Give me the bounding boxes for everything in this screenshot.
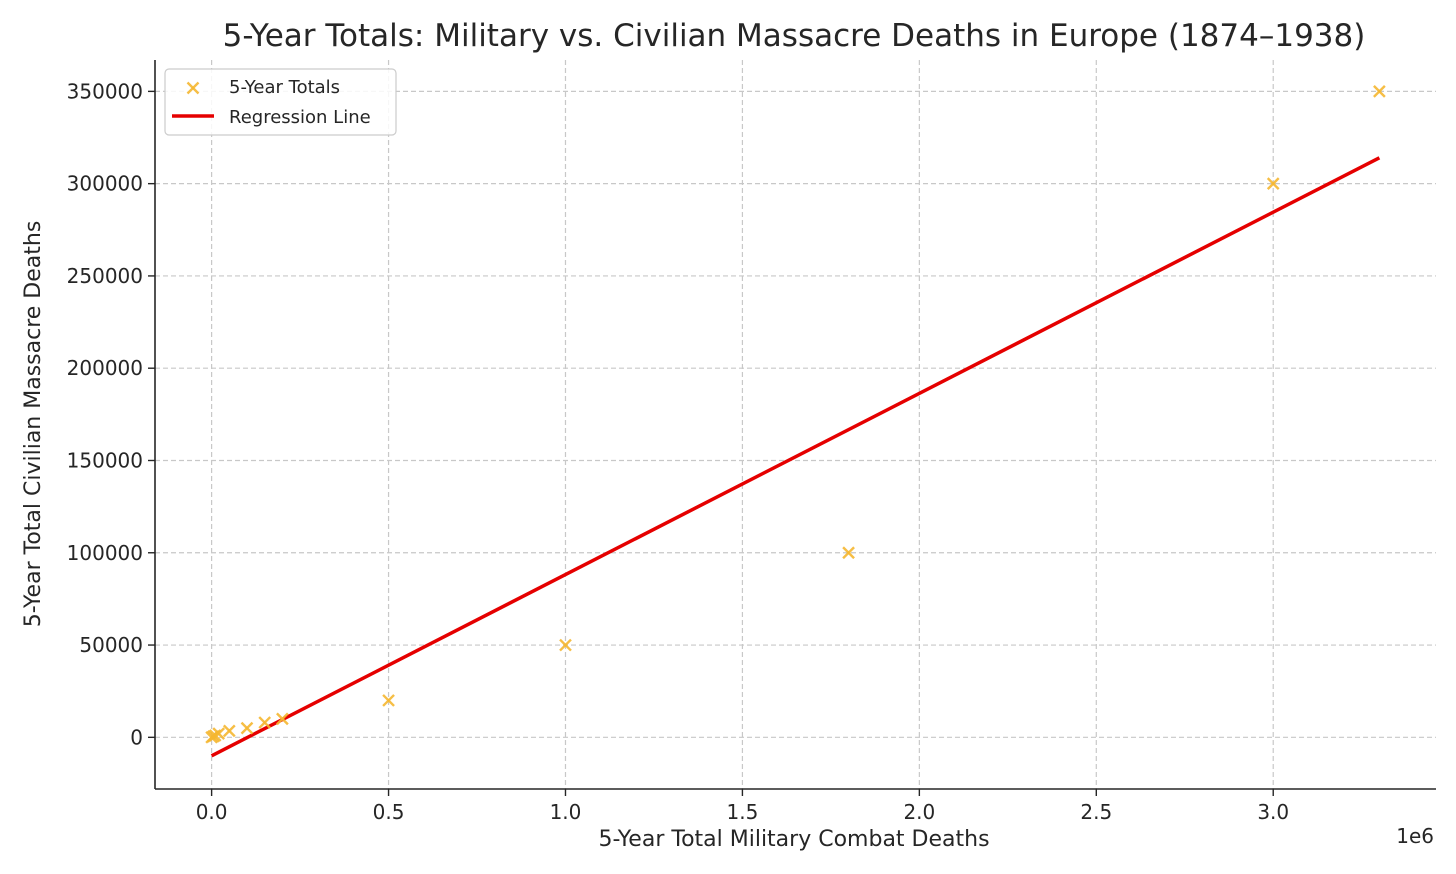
x-axis-label: 5-Year Total Military Combat Deaths — [598, 827, 989, 852]
x-tick-label: 1.5 — [727, 800, 759, 824]
legend-label-regression: Regression Line — [229, 107, 371, 128]
data-point — [212, 727, 226, 740]
y-axis-label: 5-Year Total Civilian Massacre Deaths — [21, 221, 46, 628]
y-tick-label: 50000 — [79, 633, 143, 657]
y-tick-label: 200000 — [67, 356, 143, 380]
data-point — [1266, 177, 1280, 191]
legend: 5-Year Totals Regression Line — [164, 68, 397, 136]
x-tick-label: 3.0 — [1257, 800, 1289, 824]
y-tick-label: 350000 — [67, 79, 143, 103]
x-tick-label: 0.0 — [196, 800, 228, 824]
chart-title: 5-Year Totals: Military vs. Civilian Mas… — [223, 18, 1366, 54]
y-tick-label: 150000 — [67, 448, 143, 472]
data-point — [222, 724, 236, 738]
legend-x-marker — [186, 81, 200, 95]
plot-area — [205, 85, 1386, 758]
x-tick-label: 2.5 — [1080, 800, 1112, 824]
axis-ticks: 0.0 0.5 1.0 1.5 2.0 2.5 3.0 0 50000 100000 150000 2… — [67, 79, 1289, 824]
regression-line — [210, 156, 1381, 758]
y-tick-label: 250000 — [67, 264, 143, 288]
x-axis-offset-label: 1e6 — [1396, 824, 1434, 848]
legend-marker-scatter — [186, 81, 200, 95]
data-point — [240, 721, 254, 735]
data-point — [1373, 85, 1386, 98]
y-tick-label: 0 — [130, 725, 143, 749]
y-tick-label: 300000 — [67, 172, 143, 196]
legend-label-scatter: 5-Year Totals — [229, 77, 340, 98]
data-point — [559, 638, 572, 652]
data-point — [258, 716, 272, 729]
x-tick-label: 0.5 — [373, 800, 405, 824]
x-tick-label: 1.0 — [550, 800, 582, 824]
legend-box — [164, 68, 397, 136]
data-point — [382, 694, 395, 707]
data-point — [276, 712, 289, 726]
y-tick-label: 100000 — [67, 541, 143, 565]
grid — [155, 60, 1436, 789]
data-point — [842, 546, 855, 560]
x-tick-label: 2.0 — [903, 800, 935, 824]
